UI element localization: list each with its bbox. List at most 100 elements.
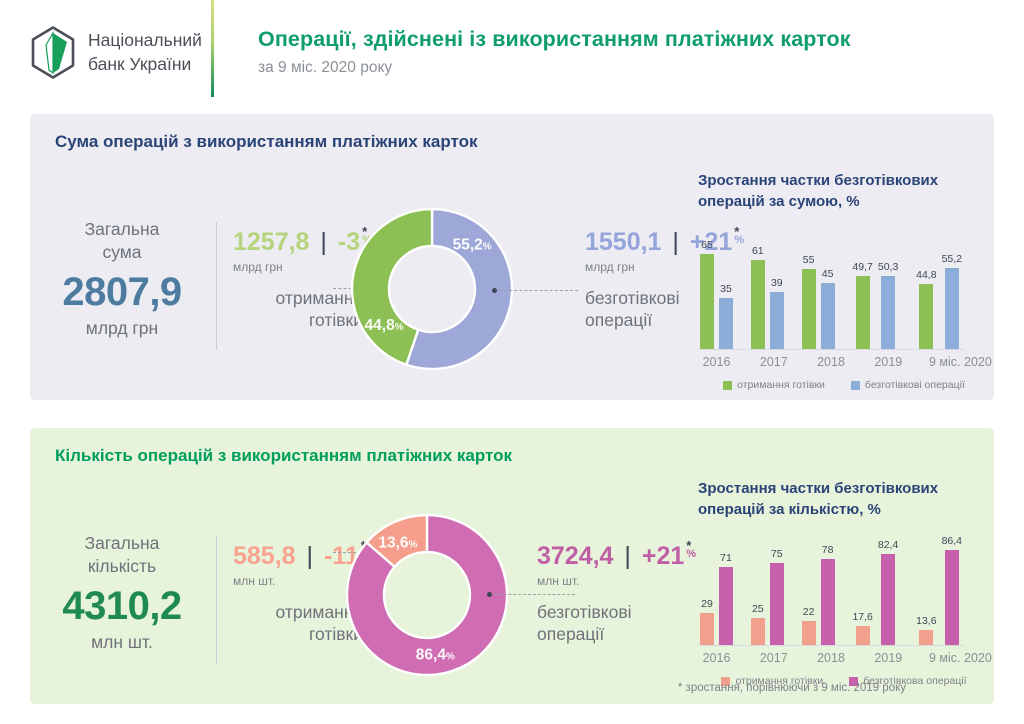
header-divider	[211, 0, 214, 97]
bar	[700, 613, 714, 645]
nbu-logo: Національний банк України	[30, 25, 202, 80]
bar-value-label: 71	[720, 551, 732, 564]
sum-cashless-value: 1550,1	[585, 228, 662, 256]
bar-column: 75	[769, 547, 784, 645]
donut-slice-label: 55,2%	[453, 236, 492, 253]
sum-cashless-unit: млрд грн	[585, 260, 635, 274]
bar-group: 65 35	[700, 239, 733, 349]
bar-column: 71	[719, 552, 733, 645]
percent-sign: %	[362, 234, 372, 246]
sum-bar-chart: Зростання частки безготівкових операцій …	[698, 170, 992, 391]
sum-panel-title: Сума операцій з використанням платіжних …	[55, 132, 478, 151]
connector-line-right	[487, 592, 575, 597]
percent-sign: %	[734, 234, 745, 246]
bar	[855, 625, 870, 645]
logo-line-1: Національний	[88, 30, 202, 51]
donut-slice	[405, 207, 514, 371]
count-cashless-stat: 3724,4 | +21 *% млн шт. безготівкові опер…	[537, 538, 707, 645]
bar	[919, 283, 934, 349]
sum-total-value: 2807,9	[62, 269, 182, 314]
bar-value-label: 17,6	[852, 610, 873, 623]
bar	[855, 276, 870, 349]
sum-cashless-stat: 1550,1 | +21 *% млрд грн безготівкові опе…	[585, 224, 755, 331]
divider-line	[216, 222, 217, 350]
bar-value-label: 55,2	[941, 253, 962, 266]
donut-slice-label: 13,6%	[378, 535, 417, 552]
bar	[719, 297, 733, 349]
legend-swatch	[721, 676, 731, 686]
connector-dot	[492, 288, 497, 293]
sum-cash-label: отримання готівки	[275, 288, 363, 331]
sum-panel: Сума операцій з використанням платіжних …	[30, 114, 994, 400]
asterisk: *	[734, 224, 740, 239]
donut-slice-label: 86,4%	[416, 646, 455, 663]
bar-value-label: 50,3	[877, 260, 899, 273]
asterisk: *	[362, 224, 368, 239]
legend-swatch	[850, 380, 860, 390]
bar-category-label: 2019	[874, 651, 903, 665]
separator: |	[672, 228, 679, 256]
bar-group: 13,6 86,4	[916, 535, 962, 645]
bar-value-label: 75	[770, 547, 783, 560]
bar-category-label: 2018	[817, 355, 845, 369]
bar-column: 78	[820, 544, 835, 645]
bar-column: 50,3	[877, 260, 899, 349]
nbu-logo-text: Національний банк України	[88, 29, 202, 75]
count-bar-categories: 2016 2017 2018 2019 9 міс. 2020	[698, 651, 992, 665]
count-total-unit: млн шт.	[91, 631, 153, 652]
count-total-block: Загальна кількість 4310,2 млн шт.	[46, 532, 198, 653]
count-cash-label: отримання готівки	[275, 602, 363, 645]
logo-line-2: банк України	[88, 53, 192, 74]
count-total-label: Загальна кількість	[84, 533, 160, 576]
bar-category-label: 2017	[759, 355, 788, 369]
bar-column: 35	[719, 283, 733, 349]
bar-value-label: 44,8	[916, 268, 937, 281]
legend-item: отримання готівки	[721, 675, 823, 687]
asterisk: *	[686, 538, 692, 553]
footnote: * зростання, порівнюючи з 9 міс. 2019 ро…	[677, 682, 906, 694]
bar	[881, 275, 896, 349]
legend-label: безготівкові операції	[864, 379, 965, 391]
bar-value-label: 39	[770, 277, 783, 289]
sum-bar-categories: 2016 2017 2018 2019 9 міс. 2020	[698, 355, 992, 369]
bar-value-label: 86,4	[941, 535, 962, 547]
count-bar-chart-title: Зростання частки безготівкових операцій …	[698, 480, 939, 518]
bar	[944, 268, 959, 349]
bar-column: 49,7	[852, 261, 873, 349]
bar-category-label: 2018	[817, 651, 845, 665]
bar-value-label: 55	[802, 253, 815, 266]
count-cashless-change: +21	[641, 542, 685, 570]
bar-column: 82,4	[878, 539, 898, 645]
bar-column: 55,2	[942, 253, 962, 349]
bar	[820, 283, 835, 349]
bar-group: 44,8 55,2	[916, 253, 962, 349]
divider-line	[216, 536, 217, 664]
bar-group: 25 75	[750, 547, 784, 645]
bar-column: 55	[801, 253, 816, 349]
legend-label: отримання готівки	[735, 675, 824, 687]
sum-cashless-change: +21	[689, 228, 733, 256]
bar	[700, 254, 714, 349]
bar-value-label: 35	[720, 282, 732, 295]
bar-group: 17,6 82,4	[852, 539, 898, 645]
bar	[881, 554, 896, 645]
bar-group: 55 45	[801, 253, 835, 349]
count-donut-chart: 86,4% 13,6%	[345, 513, 509, 677]
legend-label: отримання готівки	[737, 379, 825, 391]
count-cash-value: 585,8	[233, 542, 296, 570]
bar-column: 25	[750, 603, 765, 645]
bar-value-label: 13,6	[916, 615, 937, 627]
sum-cash-unit: млрд грн	[233, 260, 283, 274]
separator: |	[320, 228, 327, 256]
nbu-logo-icon	[31, 26, 75, 79]
count-bar-legend: отримання готівки безготівкова операції	[698, 675, 990, 687]
sum-total-block: Загальна сума 2807,9 млрд грн	[46, 218, 198, 339]
bar-category-label: 2017	[759, 651, 788, 665]
bar-column: 65	[700, 239, 714, 349]
connector-dot	[487, 592, 492, 597]
bar-group: 22 78	[801, 544, 835, 645]
bar-value-label: 29	[701, 598, 713, 611]
bar-column: 29	[700, 598, 714, 645]
bar	[769, 292, 784, 349]
page-title: Операції, здійснені із використанням пла…	[258, 27, 851, 51]
